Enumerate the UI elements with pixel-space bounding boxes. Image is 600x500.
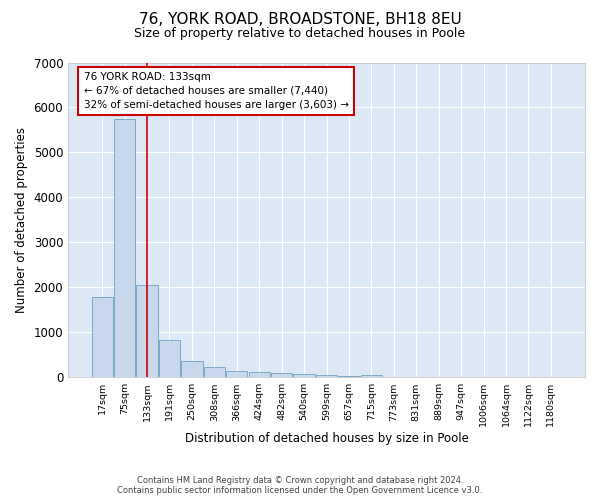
Bar [92, 298, 113, 378]
Text: 76, YORK ROAD, BROADSTONE, BH18 8EU: 76, YORK ROAD, BROADSTONE, BH18 8EU [139, 12, 461, 28]
Y-axis label: Number of detached properties: Number of detached properties [15, 127, 28, 313]
Text: 76 YORK ROAD: 133sqm
← 67% of detached houses are smaller (7,440)
32% of semi-de: 76 YORK ROAD: 133sqm ← 67% of detached h… [83, 72, 349, 110]
Bar [271, 374, 292, 378]
Bar [361, 374, 382, 378]
Bar [338, 376, 359, 378]
Bar [181, 361, 203, 378]
Bar [293, 374, 315, 378]
Text: Size of property relative to detached houses in Poole: Size of property relative to detached ho… [134, 28, 466, 40]
X-axis label: Distribution of detached houses by size in Poole: Distribution of detached houses by size … [185, 432, 469, 445]
Bar [226, 372, 247, 378]
Bar [159, 340, 180, 378]
Bar [204, 367, 225, 378]
Bar [248, 372, 270, 378]
Bar [136, 284, 158, 378]
Text: Contains HM Land Registry data © Crown copyright and database right 2024.
Contai: Contains HM Land Registry data © Crown c… [118, 476, 482, 495]
Bar [316, 375, 337, 378]
Bar [114, 118, 135, 378]
